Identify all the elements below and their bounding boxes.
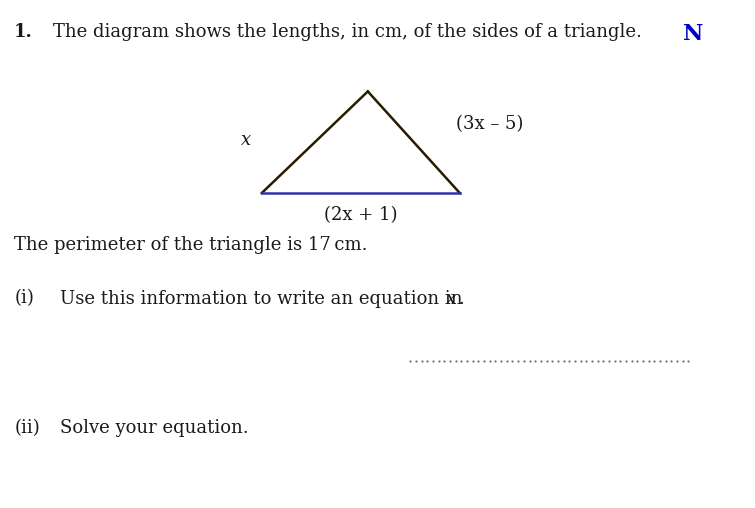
Text: Use this information to write an equation in: Use this information to write an equatio… xyxy=(60,290,468,307)
Text: 1.: 1. xyxy=(14,23,33,41)
Text: Solve your equation.: Solve your equation. xyxy=(60,419,248,437)
Text: x: x xyxy=(241,131,251,149)
Text: (i): (i) xyxy=(14,290,34,307)
Text: .: . xyxy=(458,290,464,307)
Text: (3x – 5): (3x – 5) xyxy=(456,115,524,134)
Text: (2x + 1): (2x + 1) xyxy=(324,206,397,224)
Text: x: x xyxy=(445,290,456,307)
Text: (ii): (ii) xyxy=(14,419,40,437)
Text: N: N xyxy=(683,23,704,45)
Text: The perimeter of the triangle is 17 cm.: The perimeter of the triangle is 17 cm. xyxy=(14,236,368,254)
Text: The diagram shows the lengths, in cm, of the sides of a triangle.: The diagram shows the lengths, in cm, of… xyxy=(53,23,642,41)
